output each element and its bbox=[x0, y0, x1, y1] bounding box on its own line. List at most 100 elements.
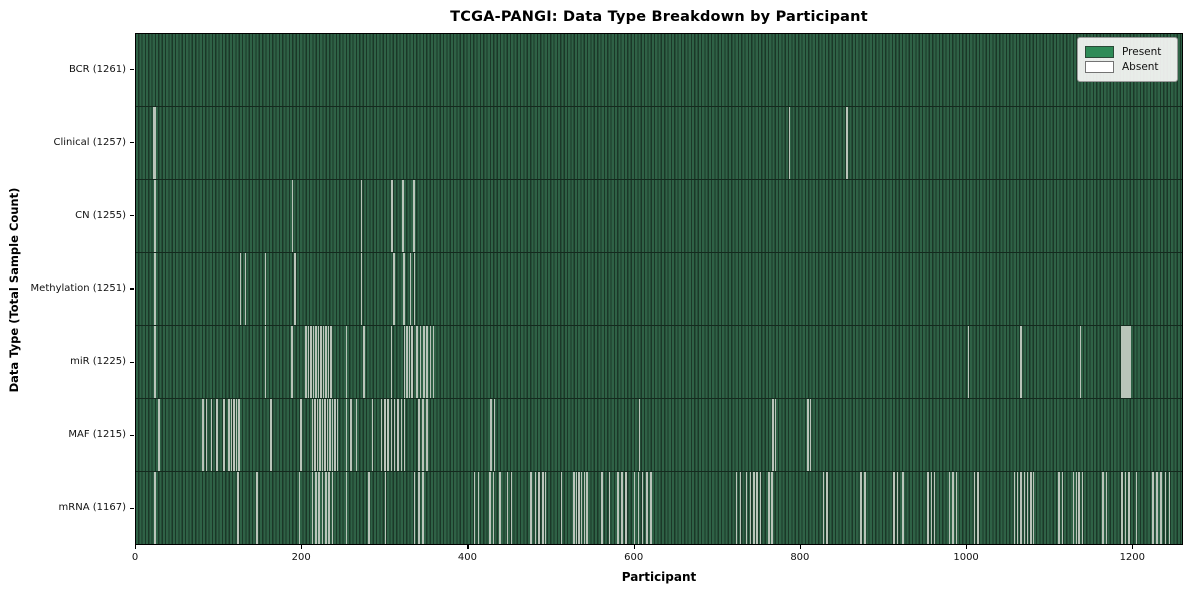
absent-mark bbox=[315, 326, 317, 398]
absent-mark bbox=[413, 180, 415, 252]
absent-mark bbox=[325, 472, 327, 544]
absent-mark bbox=[334, 399, 336, 471]
chart-title: TCGA-PANGI: Data Type Breakdown by Parti… bbox=[450, 9, 868, 25]
absent-mark bbox=[955, 472, 958, 544]
absent-mark bbox=[772, 399, 774, 471]
absent-mark bbox=[1152, 472, 1154, 544]
absent-mark bbox=[312, 326, 315, 398]
absent-mark bbox=[1160, 472, 1162, 544]
absent-mark bbox=[1020, 472, 1022, 544]
absent-mark bbox=[403, 399, 406, 471]
absent-mark bbox=[310, 326, 312, 398]
present-swatch-icon bbox=[1085, 46, 1114, 58]
absent-mark bbox=[330, 326, 332, 398]
y-tick-mark bbox=[130, 142, 134, 144]
absent-mark bbox=[316, 399, 319, 471]
absent-mark bbox=[423, 326, 425, 398]
y-tick-mark bbox=[130, 434, 134, 436]
legend: Present Absent bbox=[1077, 37, 1178, 82]
absent-mark bbox=[1075, 472, 1078, 544]
absent-mark bbox=[422, 472, 424, 544]
absent-mark bbox=[1128, 472, 1130, 544]
x-tick-label: 0 bbox=[131, 552, 139, 563]
y-tick-label: BCR (1261) bbox=[68, 63, 126, 75]
absent-mark bbox=[774, 399, 777, 471]
y-tick-label: MAF (1215) bbox=[68, 429, 126, 441]
matrix-row-cn bbox=[136, 179, 1182, 252]
absent-mark bbox=[154, 180, 156, 252]
absent-mark bbox=[1124, 326, 1127, 398]
absent-mark bbox=[355, 399, 358, 471]
absent-mark bbox=[418, 399, 420, 471]
absent-mark bbox=[822, 472, 825, 544]
absent-mark bbox=[239, 253, 242, 325]
absent-mark bbox=[384, 472, 387, 544]
y-tick-label: CN (1255) bbox=[75, 209, 126, 221]
legend-item-present: Present bbox=[1085, 46, 1169, 58]
absent-mark bbox=[230, 399, 233, 471]
legend-label-present: Present bbox=[1122, 46, 1162, 58]
absent-mark bbox=[1026, 472, 1029, 544]
absent-mark bbox=[228, 399, 230, 471]
absent-mark bbox=[807, 399, 809, 471]
absent-mark bbox=[601, 472, 603, 544]
absent-mark bbox=[413, 472, 416, 544]
absent-mark bbox=[432, 326, 435, 398]
matrix-row-bcr bbox=[136, 34, 1182, 106]
absent-mark bbox=[650, 472, 652, 544]
matrix-row-mrna bbox=[136, 471, 1182, 544]
absent-mark bbox=[1128, 326, 1130, 398]
x-tick-mark bbox=[799, 545, 802, 549]
absent-mark bbox=[154, 326, 156, 398]
absent-mark bbox=[578, 472, 580, 544]
absent-mark bbox=[771, 472, 773, 544]
y-tick-mark bbox=[130, 361, 134, 363]
absent-mark bbox=[317, 326, 320, 398]
absent-mark bbox=[270, 399, 272, 471]
absent-mark bbox=[530, 472, 532, 544]
x-tick-mark bbox=[633, 545, 635, 549]
absent-mark bbox=[506, 472, 509, 544]
x-tick-label: 1200 bbox=[1119, 552, 1146, 563]
absent-mark bbox=[641, 472, 644, 544]
x-tick-mark bbox=[467, 545, 469, 549]
absent-mark bbox=[305, 326, 307, 398]
absent-mark bbox=[586, 472, 588, 544]
absent-mark bbox=[408, 326, 411, 398]
absent-mark bbox=[387, 399, 389, 471]
absent-mark bbox=[311, 472, 314, 544]
absent-mark bbox=[393, 399, 396, 471]
absent-mark bbox=[583, 472, 586, 544]
absent-mark bbox=[419, 326, 422, 398]
absent-mark bbox=[637, 472, 640, 544]
absent-mark bbox=[294, 253, 296, 325]
legend-label-absent: Absent bbox=[1122, 61, 1159, 73]
absent-mark bbox=[749, 472, 752, 544]
y-tick-mark bbox=[130, 507, 134, 510]
absent-mark bbox=[633, 472, 636, 544]
absent-mark bbox=[307, 326, 310, 398]
legend-item-absent: Absent bbox=[1085, 61, 1169, 73]
absent-mark bbox=[418, 472, 420, 544]
absent-mark bbox=[759, 472, 762, 544]
absent-mark bbox=[406, 326, 408, 398]
absent-mark bbox=[400, 399, 403, 471]
absent-mark bbox=[646, 472, 648, 544]
y-tick-label: miR (1225) bbox=[70, 356, 126, 368]
absent-mark bbox=[893, 472, 895, 544]
absent-mark bbox=[739, 472, 742, 544]
absent-mark bbox=[319, 399, 321, 471]
absent-mark bbox=[315, 472, 317, 544]
x-tick-mark bbox=[301, 545, 303, 549]
absent-mark bbox=[397, 399, 399, 471]
absent-mark bbox=[1081, 472, 1084, 544]
absent-mark bbox=[390, 326, 393, 398]
absent-mark bbox=[1013, 472, 1016, 544]
absent-mark bbox=[860, 472, 862, 544]
absent-mark bbox=[1124, 472, 1127, 544]
absent-mark bbox=[499, 472, 501, 544]
absent-mark bbox=[318, 472, 320, 544]
absent-mark bbox=[300, 399, 302, 471]
absent-mark bbox=[422, 399, 424, 471]
absent-mark bbox=[216, 399, 218, 471]
